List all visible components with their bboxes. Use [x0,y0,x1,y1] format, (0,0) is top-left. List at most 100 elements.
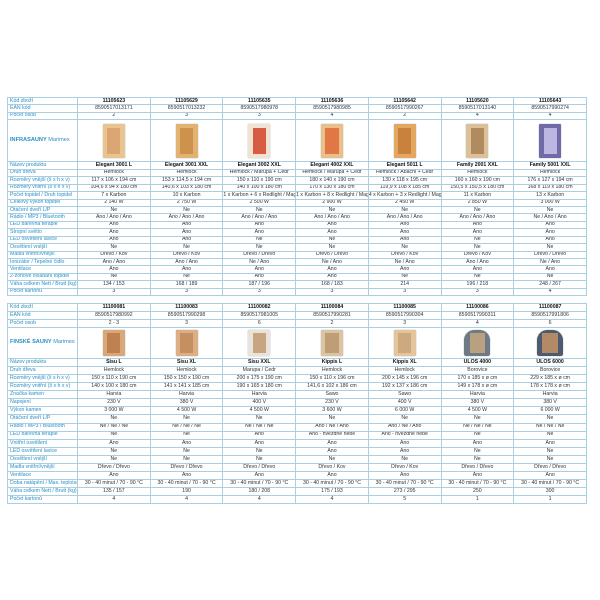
row-label: Otáčení dveří L/P [7,414,78,424]
cell-value: 8590517013140 [440,104,515,113]
cell-value: 4 500 W [149,406,224,416]
row-ionizator-tepelne-cidlo: Ionizátor / Tepelné čidlo Ano / Ano Ano / … [7,257,587,267]
cell-value: 149 x 178 x ø cm [440,382,515,392]
cell-value: 229 x 185 x ø cm [513,374,587,384]
cell-value: Ano [367,235,442,245]
cell-value: Ne [367,454,442,464]
sauna-interior [107,333,121,353]
row-label: Celkový výkon topidel [7,198,78,207]
row-2-zonove-ovladani-topidel: 2-zónové ovládání topidel Ne Ne Ano Ano Ne Ne N… [7,272,587,282]
row-ventilace: Ventilace Ano Ano Ano Ano Ano Ano Ano [7,265,587,274]
barrel-sauna-image [537,330,564,357]
cell-value: Ne [513,205,587,215]
cell-value: 176 x 127 x 194 cm [513,176,587,185]
cell-value: 1 x Karbon + 6 x Redlight / Magnesium [222,191,297,200]
cell-value: Hemlock [77,168,151,178]
sauna-interior [470,127,484,154]
cell-value: Ne [513,272,587,282]
cell-value: Ano [367,265,442,274]
row-label: Madla vnitřní/vnější [7,250,78,260]
cell-value: Ne [149,272,224,282]
cell-value: 8590517990298 [149,311,224,321]
row-label: LED osvětlení lavice [7,235,78,245]
row-madla-vnitrni-vnejsi: Madla vnitřní/vnější Dřevo / Kov Dřevo / K… [7,250,587,260]
cell-value: Ano [222,228,297,237]
cell-value: Hemlock [513,168,587,178]
cell-value: 400 V [222,398,297,408]
row-label: Kód zboží [7,302,78,313]
sauna-interior [325,127,339,154]
section-brand: Marimex [53,339,75,346]
product-image-cell [77,327,151,360]
row-label: 2-zónové ovládání topidel [7,272,78,282]
cell-value: 168 / 183 [295,280,369,289]
cell-value: 150,5 x 150,5 x 180 cm [440,183,515,193]
cell-value: 141 x 141 x 185 cm [149,382,224,392]
cell-value: 3 [149,319,224,329]
row-radio-mp3-bluetooth: Rádio / MP3 / Bluetooth Ano / Ano / Ano An… [7,213,587,222]
cell-value: Dřevo / Dřevo [222,250,297,260]
cell-value: 1 [440,494,515,504]
cell-value: 8590517013171 [77,104,151,113]
cell-value: Ano [222,220,297,230]
cell-value: Borovice [440,366,515,376]
cell-value: Ne / Ne / Ne [222,422,297,432]
cell-value: 187 / 196 [222,280,297,289]
cell-value: Ano - hvězdné nebe [367,430,442,440]
row-label: Madla vnitřní/vnější [7,462,78,472]
cell-value: Ano [222,438,297,448]
cell-value: Ano / Ano / Ano [77,213,151,222]
cell-value: Ne [440,454,515,464]
cell-value: 8590517990267 [367,104,442,113]
cell-value: Ne [367,414,442,424]
cell-value: Ano [222,265,297,274]
cell-value: Ne [77,243,151,252]
cell-value: 30 - 40 minut / 70 - 90 °C [149,478,224,488]
cell-value: Ano [513,235,587,245]
cell-value: 8590517990304 [367,311,442,321]
finnish-saunas-table: Kód zboží 11100081 11100083 11100082 1110008… [7,302,587,504]
cell-value: Sisu L [77,358,151,368]
cell-value: Sisu XL [149,358,224,368]
row-label: Značka kamen [7,390,78,400]
product-image-row: FINSKÉ SAUNY Marimex [7,327,587,360]
cell-value: Ano [367,228,442,237]
cell-value: Elegant 4002 XXL [295,161,369,170]
cell-value: 4 [295,111,369,121]
cell-value: 250 [440,486,515,496]
cell-value: 200 x 145 x 196 cm [367,374,442,384]
finnish-sauna-image [248,330,271,357]
cell-value: 8590517981005 [222,311,297,321]
cell-value: 4 [149,494,224,504]
cell-value: 140 x 100 x 180 cm [222,183,297,193]
cell-value: Ano [513,228,587,237]
cell-value: 196 / 218 [440,280,515,289]
sauna-interior [179,333,194,353]
cell-value: Ano [367,446,442,456]
cell-value: 4 500 W [440,406,515,416]
cell-value: 153 x 114,5 x 194 cm [149,176,224,185]
cell-value: Ne [77,205,151,215]
cell-value: Dřevo / Kov [440,250,515,260]
cell-value: Ne [77,272,151,282]
cell-value: Ano [77,438,151,448]
sauna-interior [179,127,194,154]
row-label: Stropní světlo [7,228,78,237]
row-pocet-topidel-druh-topidel: Počet topidel / Druh topidel 7 x Karbon 10… [7,191,587,200]
cell-value: 13 x Karbon [513,191,587,200]
cell-value: 170 x 130 x 180 cm [295,183,369,193]
cell-value: 168 x 119 x 180 cm [513,183,587,193]
cell-value: Kippis L [295,358,369,368]
cell-value: 170 x 185 x ø cm [440,374,515,384]
cell-value: 3 [149,111,224,121]
cell-value: 3 [440,287,515,297]
cell-value: 300 [513,486,587,496]
cell-value: 4 [513,111,587,121]
cell-value: 117 x 106 x 194 cm [77,176,151,185]
cell-value: 2 750 W [149,198,224,207]
row-label: Rozměry vnější (š x h x v) [7,374,78,384]
row-label: Osvětlení vnější [7,243,78,252]
row-madla-vnitrni-vnejsi: Madla vnitřní/vnější Dřevo / Dřevo Dřevo /… [7,462,587,472]
cell-value: 230 V [77,398,151,408]
